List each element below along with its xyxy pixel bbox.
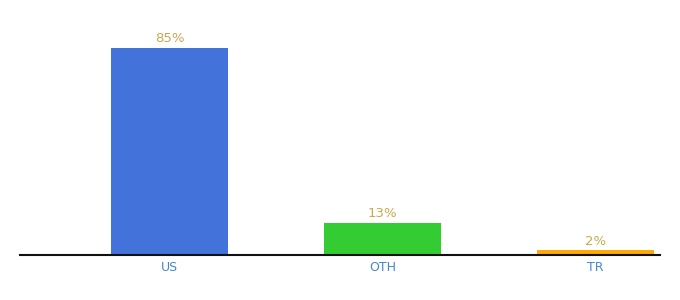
- Bar: [324, 224, 441, 255]
- Text: 2%: 2%: [585, 235, 607, 248]
- Text: 13%: 13%: [368, 207, 397, 220]
- Text: 85%: 85%: [155, 32, 184, 45]
- Bar: [111, 48, 228, 255]
- Bar: [537, 250, 654, 255]
